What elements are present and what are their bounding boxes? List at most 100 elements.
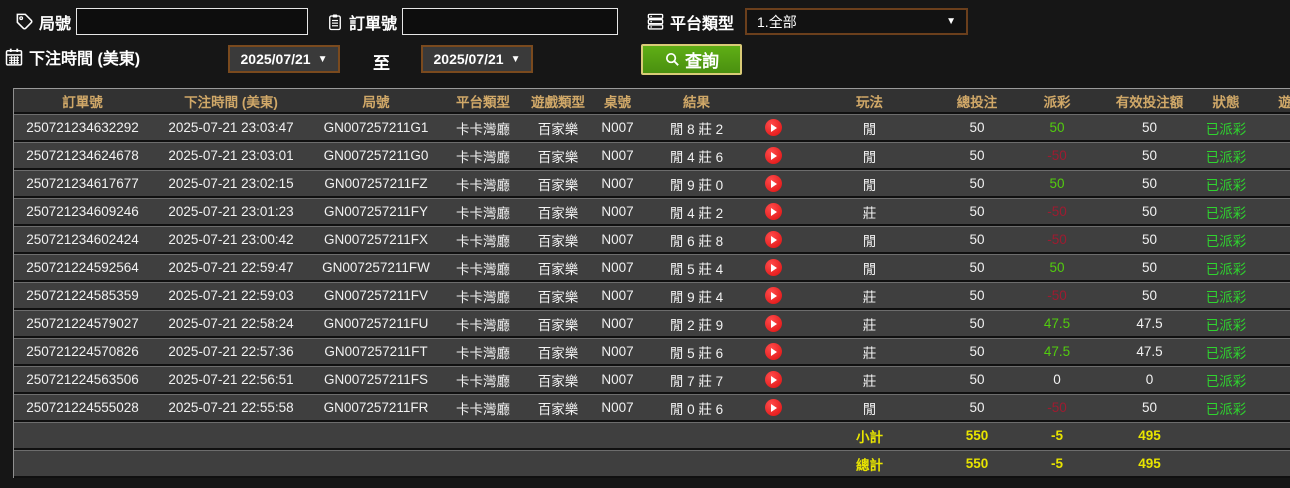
tag-icon	[15, 12, 34, 31]
cell-total-bet: 50	[942, 114, 1012, 142]
cell-extra	[1255, 226, 1290, 254]
cell-order-number: 250721234632292	[14, 114, 151, 142]
cell-payout: -50	[1012, 142, 1102, 170]
cell-result: 閒 6 莊 8	[644, 226, 749, 254]
cell-round-id: GN007257211FR	[311, 394, 441, 422]
platform-filter: 平台類型 1.全部 ▼	[646, 8, 969, 35]
subtotal-row-cell	[441, 422, 525, 450]
date-from-picker[interactable]: 2025/07/21 ▼	[228, 45, 340, 73]
cell-bet-time: 2025-07-21 23:00:42	[151, 226, 311, 254]
column-header: 遊	[1255, 88, 1290, 114]
table-row[interactable]: 250721224555028 2025-07-21 22:55:58 GN00…	[14, 394, 1290, 422]
cell-play-type: 閒	[797, 394, 942, 422]
table-row[interactable]: 250721234617677 2025-07-21 23:02:15 GN00…	[14, 170, 1290, 198]
total-row: 總計 550 -5 495	[14, 450, 1290, 478]
table-row[interactable]: 250721234624678 2025-07-21 23:03:01 GN00…	[14, 142, 1290, 170]
cell-play-type: 莊	[797, 338, 942, 366]
cell-table-number: N007	[591, 394, 644, 422]
cell-payout: 50	[1012, 114, 1102, 142]
cell-game-type: 百家樂	[525, 254, 591, 282]
cell-table-number: N007	[591, 142, 644, 170]
replay-play-icon[interactable]	[764, 287, 782, 304]
total-row-cell	[749, 450, 797, 478]
cell-status-badge: 已派彩	[1197, 254, 1255, 282]
cell-platform: 卡卡灣廳	[441, 114, 525, 142]
cell-game-type: 百家樂	[525, 198, 591, 226]
table-row[interactable]: 250721224579027 2025-07-21 22:58:24 GN00…	[14, 310, 1290, 338]
cell-status-badge: 已派彩	[1197, 282, 1255, 310]
cell-payout: -50	[1012, 198, 1102, 226]
cell-valid-bet: 50	[1102, 394, 1197, 422]
replay-play-icon[interactable]	[764, 231, 782, 248]
cell-round-id: GN007257211FS	[311, 366, 441, 394]
column-header: 總投注	[942, 88, 1012, 114]
replay-play-icon[interactable]	[764, 203, 782, 220]
cell-play-type: 閒	[797, 114, 942, 142]
replay-play-icon[interactable]	[764, 119, 782, 136]
total-row-cell	[14, 450, 151, 478]
cell-play-type: 莊	[797, 198, 942, 226]
replay-play-icon[interactable]	[764, 371, 782, 388]
bet-records-table: 訂單號 下注時間 (美東) 局號 平台類型 遊戲類型 桌號 結果 玩法 總投注 派彩 有效投注額 狀態…	[13, 88, 1290, 478]
subtotal-row-cell	[591, 422, 644, 450]
cell-play-type: 閒	[797, 170, 942, 198]
platform-label: 平台類型	[670, 15, 735, 33]
cell-total-bet: 50	[942, 338, 1012, 366]
order-filter: 訂單號	[326, 8, 619, 35]
round-input[interactable]	[76, 8, 309, 35]
replay-play-icon[interactable]	[764, 315, 782, 332]
cell-status-badge: 已派彩	[1197, 394, 1255, 422]
cell-platform: 卡卡灣廳	[441, 338, 525, 366]
column-header: 平台類型	[441, 88, 525, 114]
cell-play-type: 閒	[797, 142, 942, 170]
date-to-picker[interactable]: 2025/07/21 ▼	[421, 45, 533, 73]
search-button-label: 查詢	[685, 52, 719, 71]
cell-round-id: GN007257211FX	[311, 226, 441, 254]
replay-play-icon[interactable]	[764, 259, 782, 276]
subtotal-row-cell	[644, 422, 749, 450]
cell-status-badge: 已派彩	[1197, 338, 1255, 366]
cell-result: 閒 9 莊 0	[644, 170, 749, 198]
cell-result: 閒 4 莊 6	[644, 142, 749, 170]
subtotal-row: 小計 550 -5 495	[14, 422, 1290, 450]
subtotal-row-cell: -5	[1012, 422, 1102, 450]
platform-select[interactable]: 1.全部 ▼	[745, 8, 969, 35]
table-row[interactable]: 250721234632292 2025-07-21 23:03:47 GN00…	[14, 114, 1290, 142]
replay-play-icon[interactable]	[764, 147, 782, 164]
cell-table-number: N007	[591, 338, 644, 366]
date-range-to-label: 至	[373, 54, 390, 73]
replay-play-icon[interactable]	[764, 399, 782, 416]
cell-bet-time: 2025-07-21 22:59:47	[151, 254, 311, 282]
cell-replay	[749, 338, 797, 366]
table-row[interactable]: 250721234609246 2025-07-21 23:01:23 GN00…	[14, 198, 1290, 226]
cell-game-type: 百家樂	[525, 114, 591, 142]
table-row[interactable]: 250721224570826 2025-07-21 22:57:36 GN00…	[14, 338, 1290, 366]
column-header: 狀態	[1197, 88, 1255, 114]
cell-play-type: 閒	[797, 226, 942, 254]
cell-game-type: 百家樂	[525, 310, 591, 338]
table-row[interactable]: 250721224563506 2025-07-21 22:56:51 GN00…	[14, 366, 1290, 394]
cell-extra	[1255, 394, 1290, 422]
replay-play-icon[interactable]	[764, 175, 782, 192]
cell-payout: -50	[1012, 226, 1102, 254]
order-input[interactable]	[402, 8, 619, 35]
column-header: 桌號	[591, 88, 644, 114]
cell-order-number: 250721234602424	[14, 226, 151, 254]
chevron-down-icon: ▼	[317, 53, 328, 65]
table-row[interactable]: 250721224592564 2025-07-21 22:59:47 GN00…	[14, 254, 1290, 282]
cell-valid-bet: 50	[1102, 170, 1197, 198]
cell-table-number: N007	[591, 198, 644, 226]
cell-table-number: N007	[591, 366, 644, 394]
cell-round-id: GN007257211FY	[311, 198, 441, 226]
cell-platform: 卡卡灣廳	[441, 170, 525, 198]
cell-replay	[749, 282, 797, 310]
search-button[interactable]: 查詢	[641, 44, 742, 75]
replay-play-icon[interactable]	[764, 343, 782, 360]
subtotal-row-cell	[311, 422, 441, 450]
column-header: 局號	[311, 88, 441, 114]
table-row[interactable]: 250721224585359 2025-07-21 22:59:03 GN00…	[14, 282, 1290, 310]
cell-total-bet: 50	[942, 170, 1012, 198]
cell-table-number: N007	[591, 282, 644, 310]
chevron-down-icon: ▼	[946, 16, 957, 27]
table-row[interactable]: 250721234602424 2025-07-21 23:00:42 GN00…	[14, 226, 1290, 254]
